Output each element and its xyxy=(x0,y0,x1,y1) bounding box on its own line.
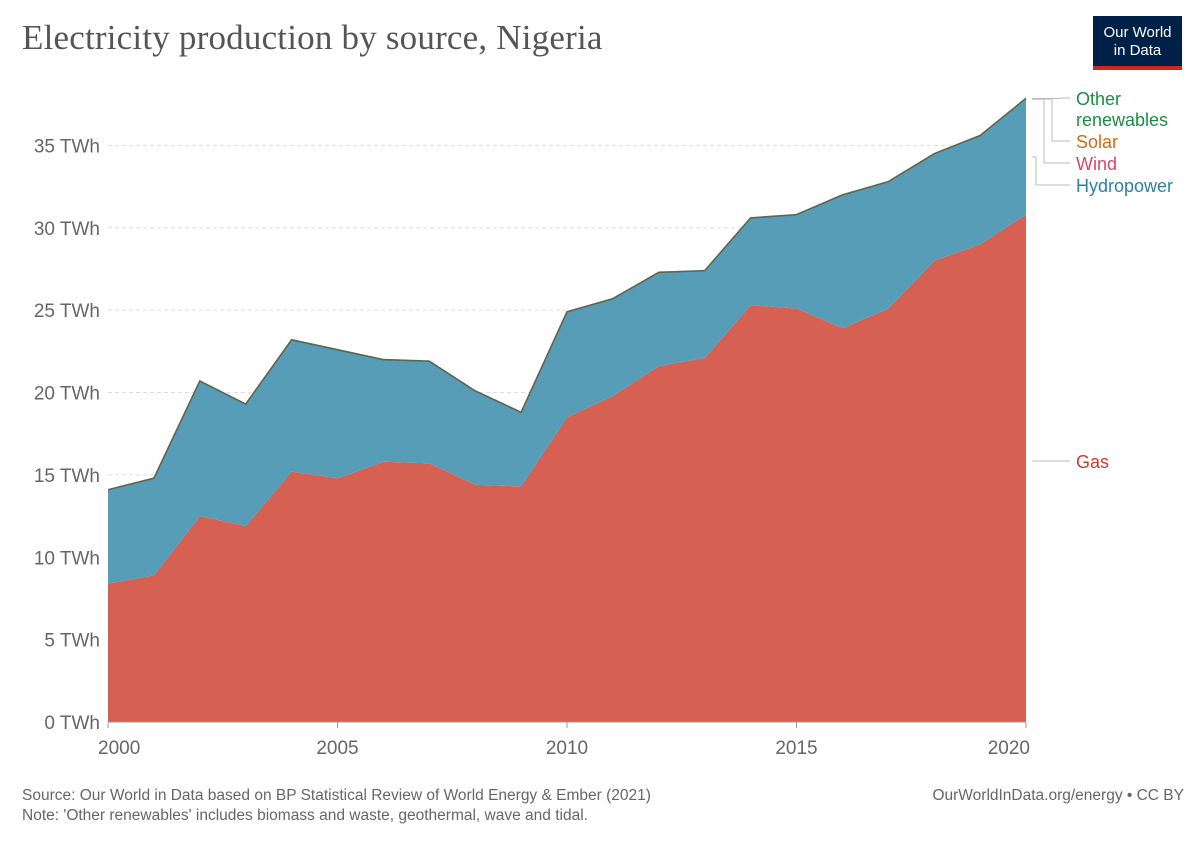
y-tick-label: 5 TWh xyxy=(44,631,100,652)
legend-label-hydropower: Hydropower xyxy=(1076,176,1173,196)
legend-connector-solar xyxy=(1032,98,1070,142)
legend-label-line: renewables xyxy=(1076,110,1168,130)
x-tick-label: 2010 xyxy=(546,738,588,759)
legend-label-line: Solar xyxy=(1076,132,1118,152)
legend-label-gas: Gas xyxy=(1076,452,1109,472)
legend-label-wind: Wind xyxy=(1076,154,1117,174)
legend-connector-hydropower xyxy=(1032,156,1070,186)
area-hydropower xyxy=(108,99,1026,584)
x-tick-label: 2005 xyxy=(316,738,358,759)
source-note: Source: Our World in Data based on BP St… xyxy=(22,787,651,804)
x-tick-label: 2000 xyxy=(98,738,140,759)
x-tick-label: 2020 xyxy=(988,738,1030,759)
y-tick-label: 35 TWh xyxy=(34,136,100,157)
y-tick-label: 20 TWh xyxy=(34,384,100,405)
legend-label-line: Gas xyxy=(1076,452,1109,472)
total-outline xyxy=(107,97,1027,491)
legend-label-line: Hydropower xyxy=(1076,176,1173,196)
area-gas xyxy=(108,214,1026,722)
y-tick-label: 0 TWh xyxy=(44,713,100,734)
legend-label-other-renewables: Other renewables xyxy=(1076,89,1168,130)
x-tick-label: 2015 xyxy=(775,738,817,759)
chart-title: Electricity production by source, Nigeri… xyxy=(22,18,603,57)
legend-label-line: Wind xyxy=(1076,154,1117,174)
owid-logo[interactable]: Our World in Data xyxy=(1093,16,1182,70)
logo-accent-bar xyxy=(1093,66,1182,70)
legend-label-solar: Solar xyxy=(1076,132,1118,152)
legend-connector-wind xyxy=(1032,98,1070,164)
y-tick-label: 15 TWh xyxy=(34,466,100,487)
logo-line-1: Our World xyxy=(1103,24,1172,41)
source-url[interactable]: OurWorldInData.org/energy • CC BY xyxy=(932,787,1184,804)
legend-label-line: Other xyxy=(1076,89,1121,109)
logo-line-2: in Data xyxy=(1113,42,1162,59)
y-tick-label: 30 TWh xyxy=(34,219,100,240)
y-tick-label: 10 TWh xyxy=(34,548,100,569)
footnote: Note: 'Other renewables' includes biomas… xyxy=(22,807,588,824)
y-tick-label: 25 TWh xyxy=(34,301,100,322)
